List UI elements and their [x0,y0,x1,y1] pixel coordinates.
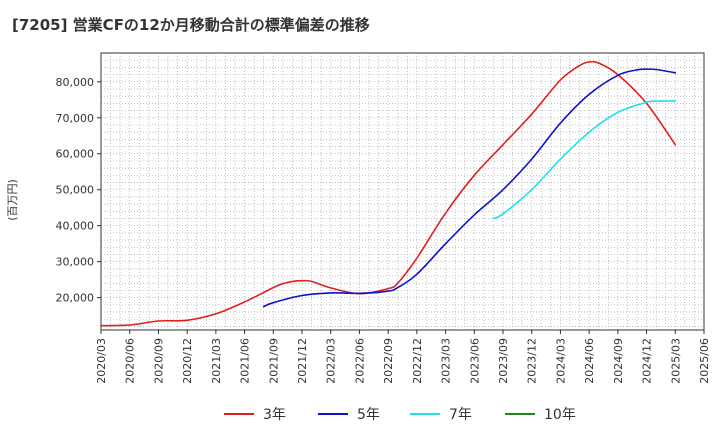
x-tick-label: 2022/09 [382,338,395,384]
legend-label: 3年 [263,407,286,423]
x-tick-label: 2021/06 [239,338,252,384]
x-tick-label: 2020/09 [152,338,165,384]
y-axis: 20,000 30,000 40,000 50,000 60,000 70,000 80,0… [56,76,101,305]
x-tick-label: 2023/09 [497,338,510,384]
plot-frame [100,52,705,331]
y-tick-label: 50,000 [56,184,95,197]
y-tick-label: 70,000 [56,112,95,125]
legend-label: 5年 [357,407,380,423]
grid-layer [101,53,704,330]
y-tick-label: 30,000 [56,256,95,269]
y-tick-label: 60,000 [56,148,95,161]
x-tick-label: 2021/03 [210,338,223,384]
x-tick-label: 2022/06 [353,338,366,384]
x-tick-label: 2024/12 [641,338,654,384]
x-tick-label: 2020/12 [181,338,194,384]
x-tick-label: 2020/03 [95,338,108,384]
x-tick-label: 2024/09 [612,338,625,384]
y-tick-label: 40,000 [56,220,95,233]
y-tick-label: 20,000 [56,292,95,305]
x-tick-label: 2023/12 [526,338,539,384]
series-line-1 [100,60,677,327]
series-line-3 [492,100,677,220]
x-tick-label: 2025/03 [669,338,682,384]
x-tick-label: 2021/12 [296,338,309,384]
x-tick-label: 2024/03 [554,338,567,384]
x-tick-label: 2021/09 [267,338,280,384]
y-tick-label: 80,000 [56,76,95,89]
x-tick-label: 2020/06 [124,338,137,384]
y-axis-label: (百万円) [6,179,19,221]
legend-label: 7年 [449,407,472,423]
plot-background [101,53,704,330]
x-tick-label: 2022/03 [325,338,338,384]
legend-label: 10年 [544,407,576,423]
legend: 3年 5年 7年 10年 [224,407,576,423]
chart-title: [7205] 営業CFの12か月移動合計の標準偏差の推移 [12,16,370,34]
series-line-2 [262,68,677,308]
series-layer [100,60,677,327]
x-tick-label: 2022/12 [411,338,424,384]
x-axis: 2020/03 2020/06 2020/09 2020/12 2021/03 2021/… [95,330,711,384]
x-tick-label: 2023/03 [440,338,453,384]
x-tick-label: 2024/06 [583,338,596,384]
x-tick-label: 2025/06 [698,338,711,384]
x-tick-label: 2023/06 [468,338,481,384]
